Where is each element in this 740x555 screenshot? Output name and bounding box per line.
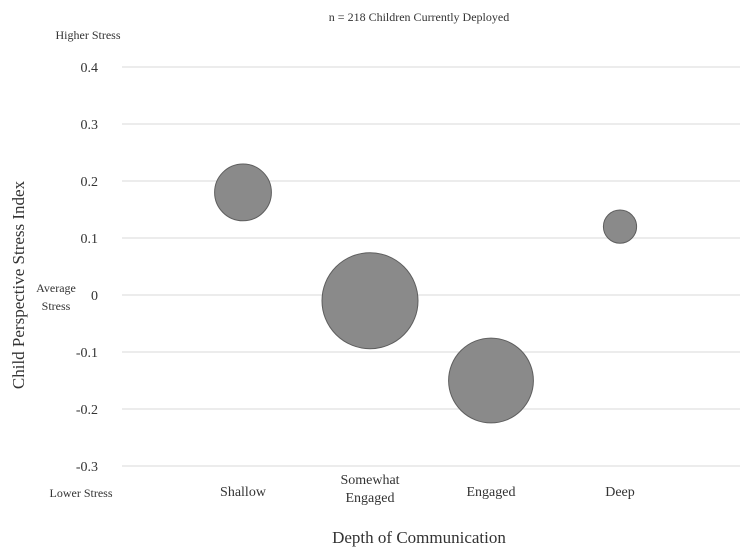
x-category-label: Shallow	[220, 485, 267, 500]
gridlines	[122, 66, 740, 467]
y-tick-label: 0.3	[81, 118, 99, 133]
y-tick-label: -0.1	[76, 346, 98, 361]
annotation-average-stress-line2: Stress	[42, 299, 71, 313]
category-labels: Shallow Somewhat Engaged Engaged Deep	[220, 473, 635, 506]
x-axis-title: Depth of Communication	[332, 528, 506, 547]
y-tick-label: -0.2	[76, 403, 98, 418]
x-category-label: Engaged	[467, 485, 516, 500]
chart-title: n = 218 Children Currently Deployed	[329, 10, 509, 24]
bubble-point	[321, 252, 419, 350]
y-tick-label: 0.4	[81, 61, 99, 76]
bubble-point	[214, 163, 272, 222]
annotation-higher-stress: Higher Stress	[56, 28, 121, 42]
annotation-average-stress-line1: Average	[36, 281, 76, 295]
bubble-point	[448, 337, 534, 424]
y-tick-label: -0.3	[76, 460, 98, 475]
bubbles	[214, 163, 638, 424]
bubble-point	[602, 209, 638, 244]
annotation-lower-stress: Lower Stress	[50, 486, 113, 500]
x-category-label: Somewhat Engaged	[340, 473, 399, 506]
y-tick-labels: 0.4 0.3 0.2 0.1 0 -0.1 -0.2 -0.3	[76, 61, 98, 475]
y-axis-title: Child Perspective Stress Index	[9, 180, 28, 389]
y-tick-label: 0	[91, 289, 98, 304]
y-tick-label: 0.2	[81, 175, 99, 190]
y-tick-label: 0.1	[81, 232, 99, 247]
x-category-label: Deep	[605, 485, 635, 500]
